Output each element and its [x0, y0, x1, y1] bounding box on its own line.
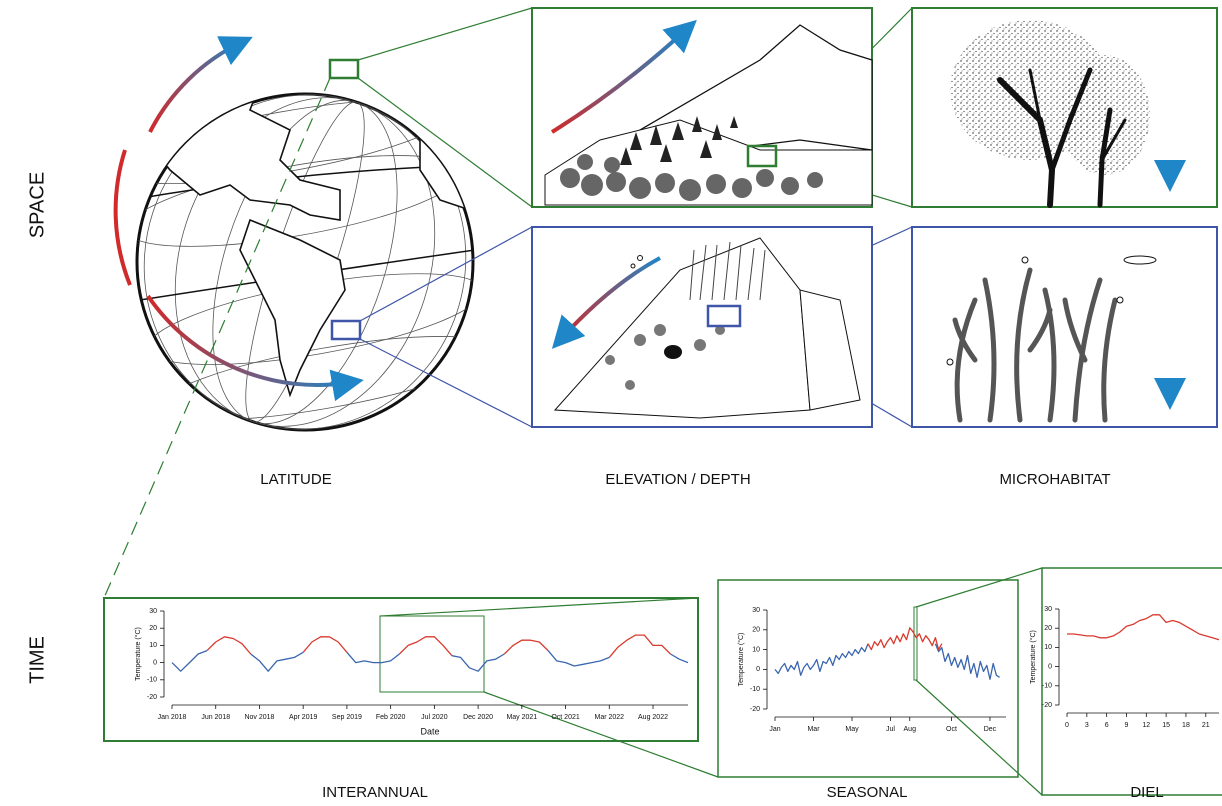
x-axis-label: Date [420, 726, 439, 736]
x-tick-label: Oct [946, 726, 957, 733]
temperature-line [347, 652, 400, 662]
x-tick-label: Sep 2019 [332, 714, 362, 721]
x-tick-label: 0 [1065, 722, 1069, 729]
x-tick-label: Dec [984, 726, 997, 733]
temperature-line [609, 635, 670, 657]
elevation-panel [532, 8, 872, 207]
y-tick-label: -20 [1042, 702, 1052, 709]
temperature-line [775, 644, 868, 676]
space-label: SPACE [26, 172, 48, 238]
y-tick-label: -10 [147, 677, 157, 684]
temperature-line [935, 644, 999, 680]
temperature-line [868, 628, 942, 650]
temperature-line [251, 652, 304, 671]
y-tick-label: 0 [1048, 663, 1052, 670]
y-tick-label: 20 [1044, 625, 1052, 632]
y-tick-label: 30 [1044, 606, 1052, 613]
y-tick-label: -10 [1042, 683, 1052, 690]
interannual-label: INTERANNUAL [322, 784, 428, 801]
x-tick-label: Jul [886, 726, 895, 733]
temperature-line [548, 651, 609, 666]
zoom-box [914, 607, 917, 680]
x-tick-label: 6 [1105, 722, 1109, 729]
seasonal-label: SEASONAL [827, 784, 908, 801]
y-tick-label: 30 [149, 608, 157, 615]
x-tick-label: 15 [1162, 722, 1170, 729]
x-tick-label: Apr 2019 [289, 714, 318, 721]
y-tick-label: 30 [752, 607, 760, 614]
temperature-line [671, 654, 689, 663]
x-tick-label: 18 [1182, 722, 1190, 729]
x-tick-label: Jul 2020 [421, 714, 448, 721]
temperature-line [207, 637, 251, 654]
diel-label: DIEL [1130, 784, 1163, 801]
x-tick-label: Jan [769, 726, 780, 733]
elevation-label: ELEVATION / DEPTH [605, 471, 750, 488]
figure: SPACE TIME [0, 0, 1222, 806]
x-tick-label: Aug [904, 726, 917, 733]
zoom-box [380, 616, 484, 692]
depth-panel [532, 227, 872, 427]
y-axis-label: Temperature (°C) [134, 627, 142, 681]
kelp-panel [912, 227, 1217, 427]
temperature-line [504, 640, 548, 654]
y-tick-label: 0 [756, 666, 760, 673]
x-tick-label: Feb 2020 [376, 714, 406, 721]
y-tick-label: 20 [149, 625, 157, 632]
temperature-line [399, 637, 452, 656]
x-tick-label: Jan 2018 [158, 714, 187, 721]
x-tick-label: Aug 2022 [638, 714, 668, 721]
microhabitat-label: MICROHABITAT [999, 471, 1110, 488]
temperature-line [172, 651, 207, 672]
x-tick-label: 21 [1202, 722, 1210, 729]
y-tick-label: 10 [1044, 644, 1052, 651]
temperature-line [452, 654, 504, 671]
temperature-line [303, 637, 347, 653]
globe [101, 42, 509, 471]
y-axis-label: Temperature (°C) [737, 633, 745, 687]
diel-frame [1042, 568, 1222, 795]
y-tick-label: 0 [153, 659, 157, 666]
y-tick-label: 10 [752, 646, 760, 653]
x-tick-label: 3 [1085, 722, 1089, 729]
x-tick-label: Dec 2020 [463, 714, 493, 721]
x-tick-label: Oct 2021 [551, 714, 580, 721]
x-tick-label: Mar [807, 726, 820, 733]
time-label: TIME [26, 636, 48, 684]
temperature-line [1067, 615, 1219, 640]
y-tick-label: 20 [752, 627, 760, 634]
y-tick-label: -20 [750, 706, 760, 713]
y-tick-label: -10 [750, 686, 760, 693]
y-tick-label: 10 [149, 642, 157, 649]
x-tick-label: Jun 2018 [201, 714, 230, 721]
y-axis-label: Temperature (°C) [1029, 630, 1037, 684]
seasonal-frame [718, 580, 1018, 777]
x-tick-label: May 2021 [506, 714, 537, 721]
x-tick-label: 12 [1142, 722, 1150, 729]
x-tick-label: Nov 2018 [244, 714, 274, 721]
x-tick-label: May [845, 726, 859, 733]
microhabitat-panel [912, 8, 1217, 207]
latitude-label: LATITUDE [260, 471, 331, 488]
x-tick-label: 9 [1125, 722, 1129, 729]
x-tick-label: Mar 2022 [594, 714, 624, 721]
y-tick-label: -20 [147, 694, 157, 701]
